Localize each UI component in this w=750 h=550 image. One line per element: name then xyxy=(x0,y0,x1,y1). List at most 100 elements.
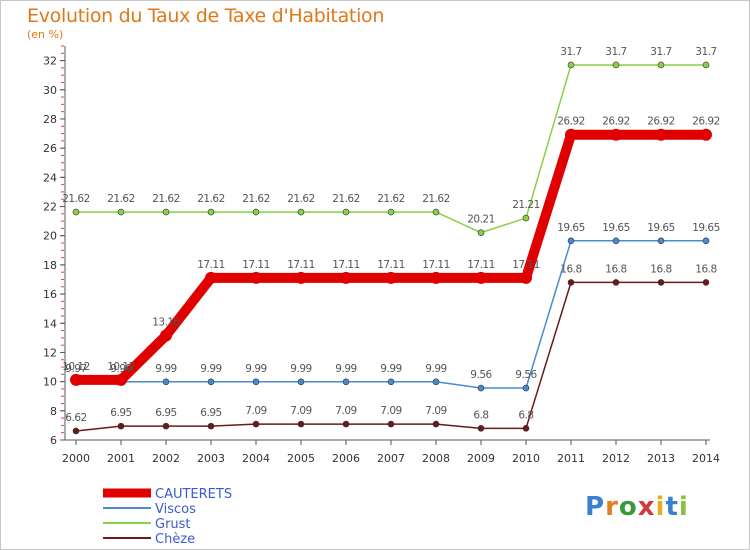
y-tick-label: 6 xyxy=(50,434,57,447)
data-label: 7.09 xyxy=(245,405,266,417)
data-point xyxy=(207,208,215,216)
data-label: 7.09 xyxy=(290,405,311,417)
x-tick-label: 2007 xyxy=(377,452,405,465)
data-label: 19.65 xyxy=(692,222,720,234)
data-point xyxy=(250,271,262,284)
x-tick-label: 2004 xyxy=(242,452,270,465)
data-point xyxy=(117,208,125,216)
y-tick-label: 8 xyxy=(50,405,57,418)
data-point xyxy=(342,378,350,386)
data-label: 9.99 xyxy=(200,363,221,375)
y-tick-label: 22 xyxy=(43,201,57,214)
x-tick-label: 2002 xyxy=(152,452,180,465)
x-tick-label: 2005 xyxy=(287,452,315,465)
chart-subtitle: (en %) xyxy=(27,28,64,41)
data-label: 17.11 xyxy=(467,259,495,271)
data-point xyxy=(387,208,395,216)
x-tick-label: 2014 xyxy=(692,452,720,465)
data-label: 26.92 xyxy=(602,116,630,128)
data-point xyxy=(252,378,260,386)
data-point xyxy=(612,61,620,69)
data-point xyxy=(387,420,395,428)
x-tick-label: 2010 xyxy=(512,452,540,465)
data-label: 31.7 xyxy=(695,46,716,58)
data-label: 9.99 xyxy=(290,363,311,375)
data-label: 16.8 xyxy=(650,263,671,275)
data-point xyxy=(295,271,307,284)
data-point xyxy=(205,271,217,284)
data-label: 9.99 xyxy=(335,363,356,375)
data-label: 31.7 xyxy=(560,46,581,58)
data-label: 17.11 xyxy=(422,259,450,271)
y-tick-label: 24 xyxy=(43,171,57,184)
data-label: 19.65 xyxy=(647,222,675,234)
data-label: 6.95 xyxy=(110,407,131,419)
data-label: 16.8 xyxy=(605,263,626,275)
data-label: 17.11 xyxy=(377,259,405,271)
data-point xyxy=(70,373,82,386)
data-point xyxy=(115,373,127,386)
data-label: 17.11 xyxy=(197,259,225,271)
data-label: 17.11 xyxy=(242,259,270,271)
series-line-cauterets xyxy=(71,129,711,385)
data-label: 9.99 xyxy=(380,363,401,375)
data-point xyxy=(612,279,620,286)
data-point xyxy=(565,128,577,141)
data-label: 26.92 xyxy=(647,116,675,128)
data-point xyxy=(567,237,575,245)
x-tick-label: 2009 xyxy=(467,452,495,465)
y-tick-label: 28 xyxy=(43,113,57,126)
y-tick-label: 18 xyxy=(43,259,57,272)
y-tick-label: 32 xyxy=(43,55,57,68)
x-tick-label: 2008 xyxy=(422,452,450,465)
data-point xyxy=(432,208,440,216)
data-label: 31.7 xyxy=(650,46,671,58)
data-label: 7.09 xyxy=(425,405,446,417)
data-point xyxy=(385,271,397,284)
data-label: 6.8 xyxy=(518,409,533,421)
data-point xyxy=(702,237,710,245)
data-label: 10.12 xyxy=(107,361,135,373)
data-point xyxy=(657,279,665,286)
data-point xyxy=(655,128,667,141)
y-tick-label: 10 xyxy=(43,376,57,389)
proxiti-logo: Proxiti xyxy=(585,492,689,522)
data-label: 7.09 xyxy=(335,405,356,417)
data-label: 9.99 xyxy=(155,363,176,375)
data-point xyxy=(567,61,575,69)
data-label: 21.21 xyxy=(512,199,540,211)
data-label: 21.62 xyxy=(242,193,270,205)
data-point xyxy=(567,279,575,286)
legend-label: Grust xyxy=(155,517,191,532)
data-point xyxy=(702,279,710,286)
data-point xyxy=(522,214,530,222)
y-tick-label: 30 xyxy=(43,84,57,97)
chart-title: Evolution du Taux de Taxe d'Habitation xyxy=(27,5,385,27)
data-point xyxy=(297,420,305,428)
series-line-grust xyxy=(75,64,707,234)
x-tick-label: 2003 xyxy=(197,452,225,465)
data-point xyxy=(297,208,305,216)
data-point xyxy=(475,271,487,284)
data-label: 21.62 xyxy=(62,193,90,205)
legend-label: Chèze xyxy=(155,532,195,547)
data-label: 17.11 xyxy=(512,259,540,271)
data-label: 19.65 xyxy=(602,222,630,234)
data-label: 6.62 xyxy=(65,412,86,424)
y-tick-label: 14 xyxy=(43,317,57,330)
legend-label: Viscos xyxy=(155,502,196,517)
x-tick-label: 2013 xyxy=(647,452,675,465)
data-point xyxy=(657,61,665,69)
data-point xyxy=(207,378,215,386)
data-point xyxy=(612,237,620,245)
data-point xyxy=(432,378,440,386)
data-label: 26.92 xyxy=(557,116,585,128)
data-point xyxy=(340,271,352,284)
data-point xyxy=(477,425,485,432)
data-label: 9.99 xyxy=(425,363,446,375)
data-label: 21.62 xyxy=(152,193,180,205)
x-tick-label: 2012 xyxy=(602,452,630,465)
data-label: 21.62 xyxy=(377,193,405,205)
data-point xyxy=(610,128,622,141)
data-point xyxy=(342,208,350,216)
